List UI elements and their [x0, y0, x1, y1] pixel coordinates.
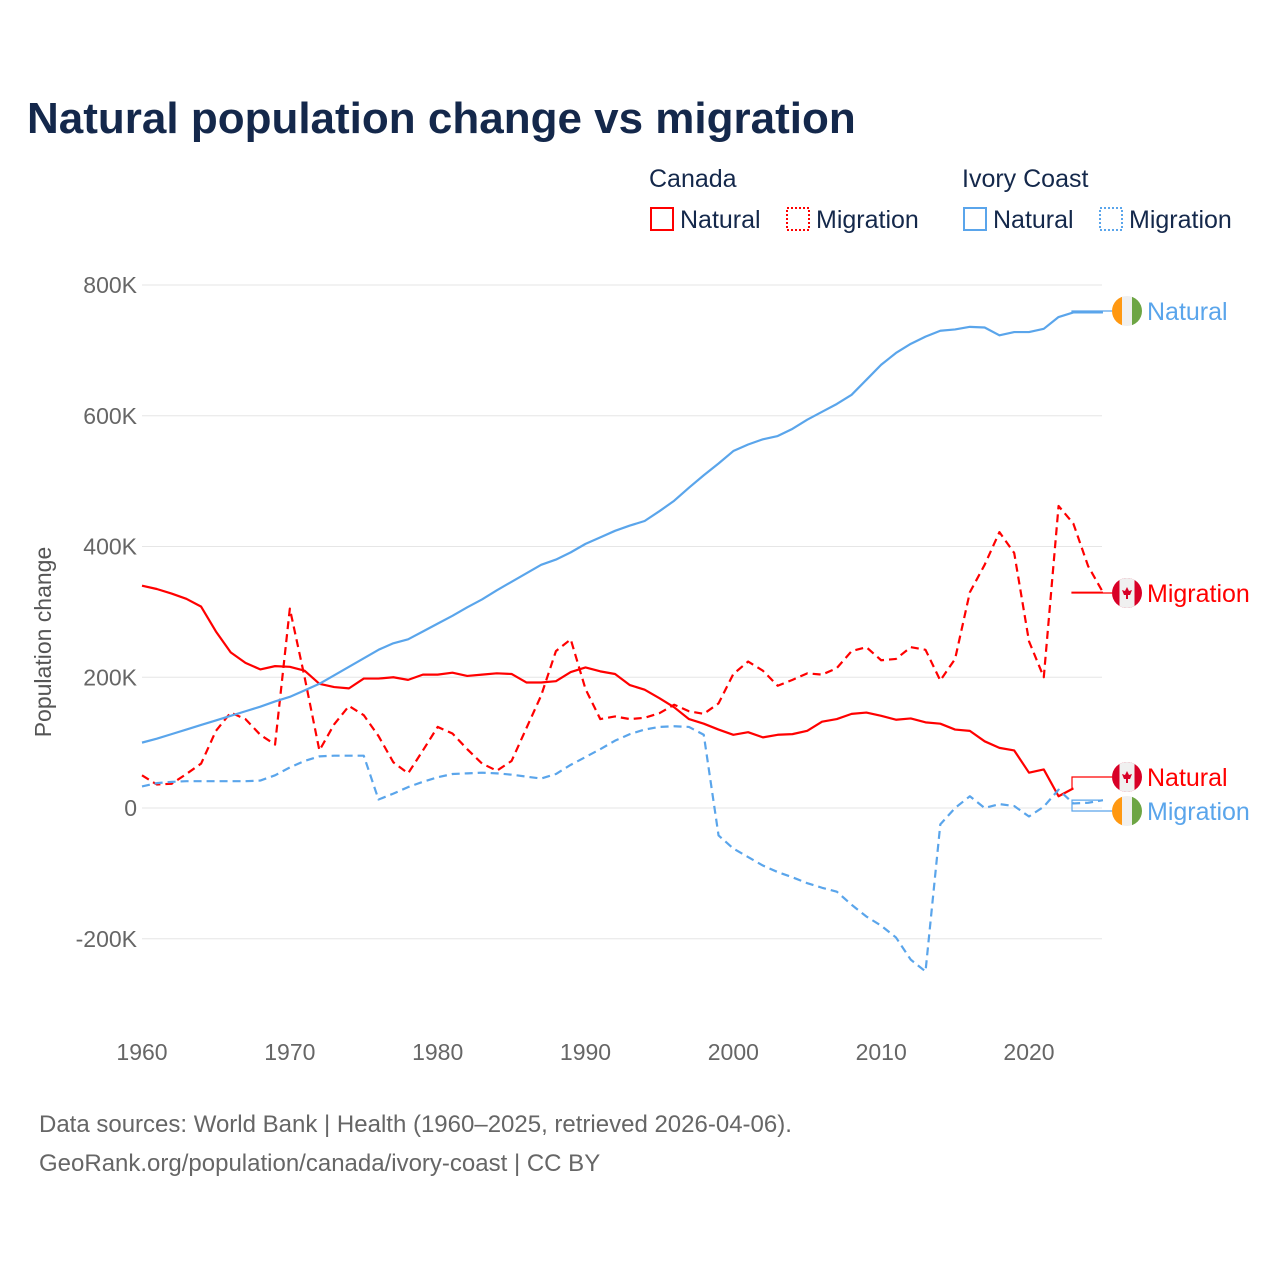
- flag-white-band: [1122, 796, 1132, 826]
- flag-body: [1112, 296, 1142, 326]
- legend-swatch-canada-natural: [650, 207, 674, 231]
- footer-url[interactable]: GeoRank.org/population/canada/ivory-coas…: [39, 1150, 600, 1177]
- maple-leaf-icon: [1122, 771, 1132, 783]
- y-tick-label: -200K: [76, 926, 138, 952]
- end-label-connector: [1071, 310, 1112, 314]
- legend-swatch-canada-migration: [786, 207, 810, 231]
- series-line-ivory-coast-natural: [141, 311, 1103, 744]
- flag-white-band: [1122, 296, 1132, 326]
- y-tick-label: 800K: [83, 272, 137, 298]
- legend: Canada Ivory Coast Natural Migration Nat…: [649, 165, 1232, 234]
- x-tick-label: 1970: [264, 1039, 315, 1065]
- y-tick-label: 0: [124, 795, 137, 821]
- x-tick-label: 2010: [856, 1039, 907, 1065]
- flag-green-band: [1132, 796, 1142, 826]
- series-line-canada-natural: [141, 584, 1074, 798]
- y-tick-label: 200K: [83, 664, 137, 690]
- legend-label-ivory-coast-migration[interactable]: Migration: [1129, 206, 1232, 234]
- x-tick-label: 1960: [116, 1039, 167, 1065]
- y-axis-ticks: 800K 600K 400K 200K 0 -200K: [76, 272, 138, 952]
- end-label-canada-migration: Migration: [1147, 580, 1250, 608]
- y-tick-label: 400K: [83, 534, 137, 560]
- flag-green-band: [1132, 296, 1142, 326]
- series-lines: [141, 311, 1104, 973]
- end-labels: Natural Migration Natural Migration: [1071, 296, 1250, 826]
- legend-group-canada: Canada: [649, 165, 737, 193]
- flag-orange-band: [1112, 296, 1123, 326]
- x-tick-label: 2020: [1003, 1039, 1054, 1065]
- x-tick-label: 1980: [412, 1039, 463, 1065]
- flag-body: [1112, 578, 1142, 608]
- legend-swatch-ivory-coast-migration: [1099, 207, 1123, 231]
- end-label-ivory-coast-migration: Migration: [1147, 798, 1250, 826]
- legend-label-canada-migration[interactable]: Migration: [816, 206, 919, 234]
- chart-title: Natural population change vs migration: [27, 94, 856, 143]
- end-label-ivory-coast-natural: Natural: [1147, 298, 1228, 326]
- canada-flag-icon: [1112, 578, 1142, 608]
- end-label-connector: [1071, 591, 1112, 594]
- footer-source: Data sources: World Bank | Health (1960–…: [39, 1111, 792, 1138]
- gridlines: [142, 284, 1102, 940]
- flag-body: [1112, 796, 1142, 826]
- x-axis-ticks: 1960 1970 1980 1990 2000 2010 2020: [116, 1039, 1054, 1065]
- series-line-canada-migration: [141, 504, 1104, 786]
- y-axis-label: Population change: [30, 547, 56, 738]
- legend-label-ivory-coast-natural[interactable]: Natural: [993, 206, 1074, 234]
- flag-orange-band: [1112, 796, 1123, 826]
- x-tick-label: 2000: [708, 1039, 759, 1065]
- ivory-coast-flag-icon: [1112, 796, 1142, 826]
- x-tick-label: 1990: [560, 1039, 611, 1065]
- end-label-canada-natural: Natural: [1147, 764, 1228, 792]
- end-label-connector: [1071, 799, 1112, 812]
- legend-label-canada-natural[interactable]: Natural: [680, 206, 761, 234]
- series-line-ivory-coast-migration: [141, 725, 1104, 973]
- canada-flag-icon: [1112, 762, 1142, 792]
- ivory-coast-flag-icon: [1112, 296, 1142, 326]
- end-label-connector: [1071, 776, 1112, 789]
- maple-leaf-icon: [1122, 587, 1132, 599]
- y-tick-label: 600K: [83, 403, 137, 429]
- flag-body: [1112, 762, 1142, 792]
- legend-group-ivory-coast: Ivory Coast: [962, 165, 1088, 193]
- legend-swatch-ivory-coast-natural: [963, 207, 987, 231]
